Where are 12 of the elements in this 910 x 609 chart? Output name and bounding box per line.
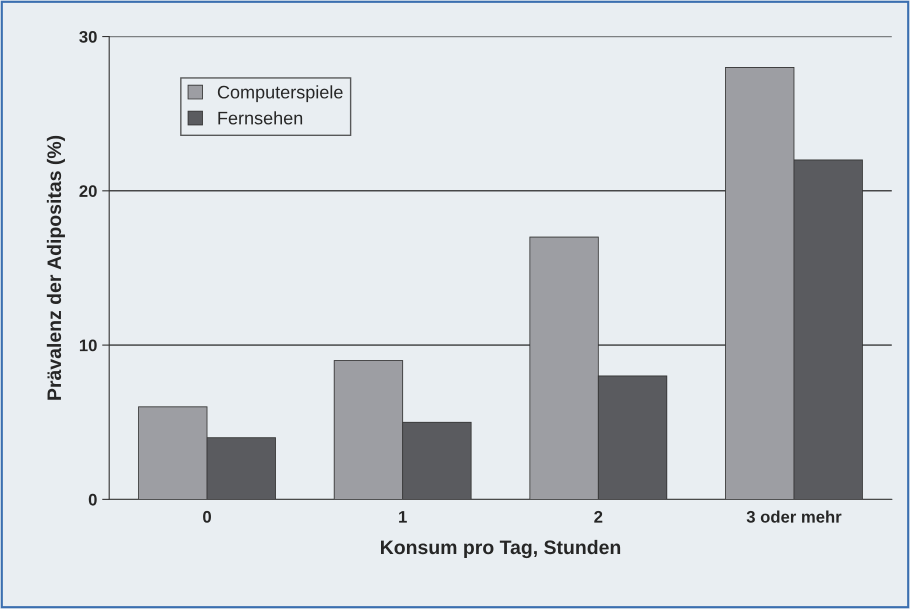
legend-label: Fernsehen	[218, 111, 302, 124]
y-tick-label: 30	[79, 30, 97, 43]
legend-label: Computerspiele	[218, 85, 343, 102]
x-axis-title: Konsum pro Tag, Stunden	[381, 540, 620, 558]
x-tick-label: 1	[399, 511, 407, 523]
y-axis-title: Prävalenz der Adipositas (%)	[46, 136, 65, 400]
x-tick-label: 0	[203, 510, 211, 523]
y-tick-label: 10	[80, 340, 97, 352]
x-tick-label: 2	[594, 510, 602, 523]
y-tick-label: 0	[88, 494, 97, 506]
x-tick-label: 3 oder mehr	[746, 510, 842, 523]
y-tick-label: 20	[79, 185, 97, 198]
